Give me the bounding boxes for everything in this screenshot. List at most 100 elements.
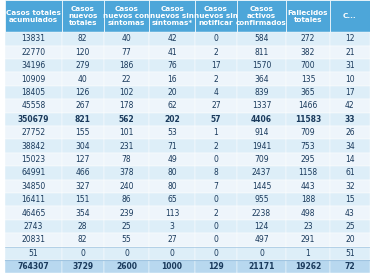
Text: 42: 42 — [345, 101, 355, 110]
Text: 304: 304 — [75, 142, 90, 151]
Text: 1466: 1466 — [298, 101, 318, 110]
Text: 2: 2 — [213, 74, 218, 84]
Text: 43: 43 — [345, 209, 355, 218]
Text: 4: 4 — [213, 88, 218, 97]
Bar — [237, 220, 286, 233]
Bar — [62, 113, 104, 126]
Bar — [5, 260, 62, 273]
Bar — [5, 179, 62, 193]
Bar — [5, 193, 62, 206]
Bar — [286, 139, 330, 153]
Text: 19262: 19262 — [295, 262, 321, 271]
Text: 77: 77 — [122, 48, 131, 57]
Bar — [62, 179, 104, 193]
Bar — [237, 166, 286, 179]
Bar — [330, 193, 370, 206]
Text: 350679: 350679 — [18, 115, 49, 124]
Bar — [149, 126, 195, 139]
Text: 72: 72 — [344, 262, 355, 271]
Text: 3729: 3729 — [72, 262, 93, 271]
Bar — [237, 0, 286, 32]
Bar — [237, 153, 286, 166]
Bar — [149, 46, 195, 59]
Bar — [286, 59, 330, 73]
Text: 32: 32 — [345, 182, 355, 191]
Bar — [104, 233, 149, 246]
Text: 40: 40 — [78, 74, 88, 84]
Text: 279: 279 — [75, 61, 90, 70]
Text: 272: 272 — [301, 34, 315, 43]
Bar — [195, 206, 237, 220]
Bar — [62, 46, 104, 59]
Bar — [5, 139, 62, 153]
Bar — [237, 46, 286, 59]
Bar — [149, 73, 195, 86]
Bar — [104, 139, 149, 153]
Text: 20: 20 — [167, 88, 177, 97]
Text: 25: 25 — [345, 222, 355, 231]
Bar — [195, 126, 237, 139]
Text: 267: 267 — [75, 101, 90, 110]
Text: 65: 65 — [167, 195, 177, 204]
Bar — [5, 99, 62, 113]
Bar — [62, 193, 104, 206]
Text: 34196: 34196 — [21, 61, 46, 70]
Text: 126: 126 — [75, 88, 90, 97]
Text: 1158: 1158 — [299, 168, 317, 177]
Text: 378: 378 — [119, 168, 134, 177]
Bar — [195, 260, 237, 273]
Text: 2600: 2600 — [116, 262, 137, 271]
Bar — [104, 73, 149, 86]
Bar — [149, 166, 195, 179]
Bar — [195, 86, 237, 99]
Text: 82: 82 — [78, 235, 87, 244]
Text: 42: 42 — [167, 34, 177, 43]
Text: 53: 53 — [167, 128, 177, 137]
Bar — [330, 32, 370, 46]
Text: 821: 821 — [75, 115, 91, 124]
Text: Casos
nuevos sin
síntomas*: Casos nuevos sin síntomas* — [150, 6, 194, 26]
Bar — [149, 260, 195, 273]
Bar — [195, 246, 237, 260]
Bar — [330, 246, 370, 260]
Text: 466: 466 — [75, 168, 90, 177]
Bar — [5, 113, 62, 126]
Bar — [104, 46, 149, 59]
Text: 28: 28 — [78, 222, 87, 231]
Text: 562: 562 — [119, 115, 134, 124]
Text: 80: 80 — [167, 182, 177, 191]
Bar — [104, 179, 149, 193]
Text: 12: 12 — [345, 34, 355, 43]
Text: 1570: 1570 — [252, 61, 271, 70]
Text: 354: 354 — [75, 209, 90, 218]
Text: 498: 498 — [301, 209, 315, 218]
Text: 2: 2 — [213, 48, 218, 57]
Text: 382: 382 — [301, 48, 315, 57]
Bar — [104, 206, 149, 220]
Text: 811: 811 — [254, 48, 269, 57]
Text: 155: 155 — [75, 128, 90, 137]
Bar — [104, 153, 149, 166]
Bar — [330, 179, 370, 193]
Bar — [237, 246, 286, 260]
Text: 16: 16 — [167, 74, 177, 84]
Bar — [104, 113, 149, 126]
Text: 1: 1 — [306, 249, 310, 258]
Bar — [286, 260, 330, 273]
Text: 443: 443 — [301, 182, 315, 191]
Text: 27: 27 — [211, 101, 221, 110]
Text: 0: 0 — [213, 249, 218, 258]
Bar — [5, 126, 62, 139]
Bar — [5, 166, 62, 179]
Text: 27752: 27752 — [21, 128, 46, 137]
Text: 80: 80 — [167, 168, 177, 177]
Text: 8: 8 — [213, 168, 218, 177]
Bar — [62, 166, 104, 179]
Text: 3: 3 — [170, 222, 175, 231]
Text: 188: 188 — [301, 195, 315, 204]
Text: 0: 0 — [213, 195, 218, 204]
Bar — [62, 32, 104, 46]
Text: 76: 76 — [167, 61, 177, 70]
Bar — [104, 86, 149, 99]
Bar — [195, 0, 237, 32]
